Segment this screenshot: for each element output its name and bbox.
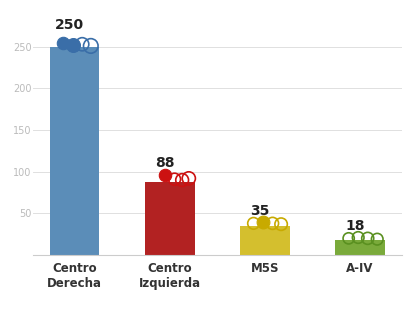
Text: 88: 88: [155, 156, 174, 170]
Point: [373, 237, 380, 242]
Point: [171, 177, 178, 182]
Point: [87, 44, 94, 49]
Point: [185, 176, 192, 181]
Point: [354, 235, 361, 240]
Point: [268, 221, 275, 226]
Point: [178, 178, 185, 183]
Bar: [335, 240, 384, 255]
Text: 18: 18: [345, 219, 364, 233]
Point: [249, 221, 256, 226]
Point: [79, 42, 85, 47]
Text: 35: 35: [250, 203, 269, 217]
Point: [69, 43, 76, 48]
Bar: [50, 47, 99, 255]
Bar: [240, 226, 289, 255]
Point: [344, 236, 351, 241]
Bar: [145, 182, 194, 255]
Text: 250: 250: [55, 18, 84, 32]
Point: [363, 236, 370, 241]
Point: [161, 173, 168, 178]
Point: [259, 219, 266, 224]
Point: [277, 222, 284, 227]
Point: [60, 41, 66, 46]
